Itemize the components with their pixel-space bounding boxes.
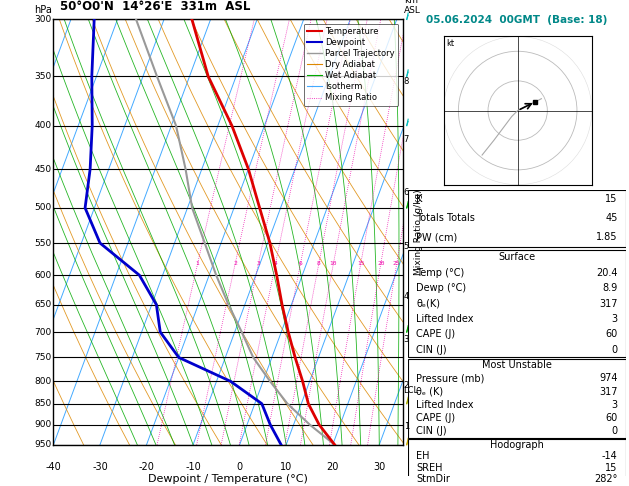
- Text: Pressure (mb): Pressure (mb): [416, 373, 485, 383]
- Text: hPa: hPa: [34, 5, 52, 15]
- Text: 05.06.2024  00GMT  (Base: 18): 05.06.2024 00GMT (Base: 18): [426, 15, 608, 25]
- Text: 550: 550: [34, 239, 52, 247]
- Text: 8.9: 8.9: [603, 283, 618, 293]
- Text: 0: 0: [611, 345, 618, 355]
- Text: kt: kt: [447, 39, 455, 49]
- Text: LCL: LCL: [404, 386, 419, 395]
- Text: 4: 4: [404, 292, 409, 300]
- Text: 15: 15: [357, 261, 364, 266]
- Text: -14: -14: [602, 451, 618, 461]
- Text: Temp (°C): Temp (°C): [416, 268, 465, 278]
- Text: Lifted Index: Lifted Index: [416, 399, 474, 410]
- Bar: [408, 359, 626, 437]
- Text: PW (cm): PW (cm): [416, 232, 458, 243]
- Text: -30: -30: [92, 462, 108, 472]
- Text: 900: 900: [34, 420, 52, 429]
- Text: CIN (J): CIN (J): [416, 426, 447, 436]
- Text: Hodograph: Hodograph: [490, 440, 544, 450]
- Bar: [408, 250, 626, 357]
- Text: 3: 3: [611, 399, 618, 410]
- Text: 8: 8: [404, 77, 409, 86]
- Text: 8: 8: [317, 261, 321, 266]
- Text: 7: 7: [404, 135, 409, 144]
- Text: 20: 20: [377, 261, 384, 266]
- Text: θₑ(K): θₑ(K): [416, 298, 440, 309]
- Text: 600: 600: [34, 271, 52, 279]
- Text: 30: 30: [373, 462, 386, 472]
- Text: CAPE (J): CAPE (J): [416, 329, 455, 339]
- Text: 317: 317: [599, 386, 618, 397]
- Text: 2: 2: [233, 261, 237, 266]
- Text: 15: 15: [605, 463, 618, 473]
- Text: km
ASL: km ASL: [404, 0, 421, 15]
- Text: SREH: SREH: [416, 463, 443, 473]
- Text: Surface: Surface: [498, 252, 536, 262]
- Text: 50°O0'N  14°26'E  331m  ASL: 50°O0'N 14°26'E 331m ASL: [60, 0, 251, 13]
- Text: θₑ (K): θₑ (K): [416, 386, 443, 397]
- Text: -20: -20: [138, 462, 155, 472]
- Legend: Temperature, Dewpoint, Parcel Trajectory, Dry Adiabat, Wet Adiabat, Isotherm, Mi: Temperature, Dewpoint, Parcel Trajectory…: [304, 24, 398, 106]
- Text: 6: 6: [299, 261, 303, 266]
- Text: EH: EH: [416, 451, 430, 461]
- Text: 6: 6: [404, 189, 409, 197]
- Text: 317: 317: [599, 298, 618, 309]
- Text: 25: 25: [393, 261, 401, 266]
- Text: 2: 2: [404, 382, 409, 390]
- Text: 3: 3: [257, 261, 260, 266]
- Text: 400: 400: [34, 121, 52, 130]
- Text: 1: 1: [404, 422, 409, 431]
- Text: 0: 0: [237, 462, 243, 472]
- Text: 20.4: 20.4: [596, 268, 618, 278]
- Text: 10: 10: [330, 261, 337, 266]
- Text: 950: 950: [34, 440, 52, 449]
- Text: 350: 350: [34, 72, 52, 81]
- Text: StmDir: StmDir: [416, 474, 450, 484]
- Text: Lifted Index: Lifted Index: [416, 314, 474, 324]
- Text: CIN (J): CIN (J): [416, 345, 447, 355]
- Text: 60: 60: [606, 329, 618, 339]
- Text: 15: 15: [605, 194, 618, 204]
- Text: 0: 0: [611, 426, 618, 436]
- Bar: [408, 190, 626, 247]
- Text: 650: 650: [34, 300, 52, 309]
- Text: -10: -10: [185, 462, 201, 472]
- Text: 1.85: 1.85: [596, 232, 618, 243]
- Text: 800: 800: [34, 377, 52, 386]
- Text: 974: 974: [599, 373, 618, 383]
- Text: Totals Totals: Totals Totals: [416, 213, 476, 223]
- Bar: [408, 439, 626, 486]
- Text: Most Unstable: Most Unstable: [482, 360, 552, 370]
- Text: Dewp (°C): Dewp (°C): [416, 283, 467, 293]
- Text: CAPE (J): CAPE (J): [416, 413, 455, 423]
- Text: Mixing Ratio (g/kg): Mixing Ratio (g/kg): [414, 189, 423, 275]
- Text: 1: 1: [196, 261, 199, 266]
- Text: -40: -40: [45, 462, 62, 472]
- Text: 4: 4: [274, 261, 277, 266]
- Text: 3: 3: [611, 314, 618, 324]
- Text: K: K: [416, 194, 423, 204]
- Text: 850: 850: [34, 399, 52, 408]
- Text: 750: 750: [34, 353, 52, 362]
- Text: 450: 450: [34, 165, 52, 174]
- Text: 20: 20: [326, 462, 339, 472]
- Text: Dewpoint / Temperature (°C): Dewpoint / Temperature (°C): [148, 474, 308, 485]
- Text: 60: 60: [606, 413, 618, 423]
- Text: 10: 10: [280, 462, 292, 472]
- Text: 700: 700: [34, 328, 52, 336]
- Text: 5: 5: [404, 242, 409, 251]
- Text: 3: 3: [404, 335, 409, 345]
- Text: 45: 45: [605, 213, 618, 223]
- Text: 500: 500: [34, 204, 52, 212]
- Text: 300: 300: [34, 15, 52, 24]
- Text: 282°: 282°: [594, 474, 618, 484]
